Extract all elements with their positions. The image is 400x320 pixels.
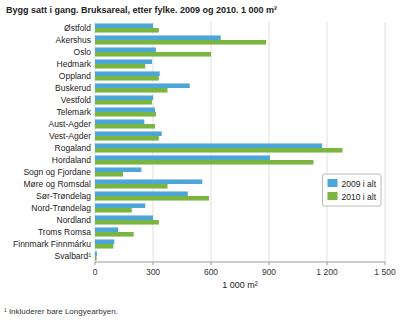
grid-line [95, 22, 96, 262]
bar [95, 136, 159, 141]
x-axis: 0 300 600 900 1 200 1 500 [93, 262, 396, 277]
category-label: Vestfold [61, 95, 92, 105]
bar [95, 124, 155, 129]
category-label: Vest-Agder [49, 131, 91, 141]
bar [95, 107, 155, 112]
category-label: Buskerud [55, 83, 91, 93]
category-label: Nordland [57, 215, 92, 225]
bar [95, 88, 168, 93]
legend-item: 2010 i alt [328, 192, 377, 202]
bar [95, 239, 114, 244]
tick-label: 300 [146, 267, 160, 277]
bar [95, 131, 162, 136]
legend-box [323, 174, 382, 206]
legend-swatch [328, 192, 338, 200]
bar [95, 251, 97, 256]
category-label: Finnmark Finnmárku [13, 239, 91, 249]
bar [95, 167, 141, 172]
title: Bygg satt i gang. Bruksareal, etter fylk… [6, 5, 277, 15]
bar [95, 232, 134, 237]
grid [95, 22, 385, 262]
legend-label: 2009 i alt [342, 179, 377, 189]
bar [95, 40, 266, 45]
grid-line [327, 22, 328, 262]
bar [95, 64, 145, 69]
bar [95, 76, 159, 81]
bar [95, 203, 145, 208]
bar [95, 184, 168, 189]
category-label: Østfold [64, 23, 91, 33]
legend: 2009 i alt 2010 i alt [328, 179, 377, 202]
bar [95, 100, 152, 105]
category-label: Troms Romsa [38, 227, 91, 237]
category-label: Oslo [74, 47, 92, 57]
footnote: ¹ Inkluderer bare Longyearbyen. [4, 307, 118, 316]
bar [95, 160, 313, 165]
axis-line [95, 262, 385, 263]
bar [95, 47, 156, 52]
bar [95, 191, 188, 196]
grid-line [211, 22, 212, 262]
bar [95, 95, 153, 100]
bar [95, 28, 159, 33]
tick-label: 600 [204, 267, 218, 277]
tick-label: 900 [262, 267, 276, 277]
tick-label: 1 500 [374, 267, 396, 277]
bar [95, 59, 152, 64]
y-axis: Østfold Akershus Oslo Hedmark Oppland Buskeru… [13, 23, 92, 261]
grid-line [269, 22, 270, 262]
bar [95, 208, 132, 213]
grid-line [153, 22, 154, 262]
category-label: Rogaland [55, 143, 92, 153]
tick-label: 0 [93, 267, 98, 277]
bar [95, 52, 211, 57]
category-label: Hedmark [57, 59, 92, 69]
tick-label: 1 200 [316, 267, 338, 277]
category-label: Nord-Trøndelag [31, 203, 91, 213]
legend-swatch [328, 179, 338, 187]
bar [95, 35, 221, 40]
category-label: Akershus [56, 35, 91, 45]
category-label: Aust-Agder [48, 119, 91, 129]
bar [95, 179, 202, 184]
bar [95, 143, 322, 148]
category-label: Telemark [57, 107, 92, 117]
bar [95, 148, 342, 153]
bar [95, 196, 209, 201]
bar [95, 112, 156, 117]
grid-line [385, 22, 386, 262]
bar [95, 227, 118, 232]
category-label: Møre og Romsdal [23, 179, 91, 189]
x-axis-label: 1 000 m² [222, 280, 258, 290]
category-label: Sogn og Fjordane [23, 167, 91, 177]
bar [95, 256, 97, 261]
category-label: Sør-Trøndelag [36, 191, 91, 201]
legend-item: 2009 i alt [328, 179, 377, 189]
bar [95, 244, 113, 249]
bar [95, 71, 160, 76]
bar [95, 155, 270, 160]
bar [95, 119, 144, 124]
category-label: Hordaland [52, 155, 91, 165]
bar [95, 220, 159, 225]
bar [95, 23, 153, 28]
category-label: Svalbard¹ [55, 251, 92, 261]
bars [95, 23, 342, 260]
legend-label: 2010 i alt [342, 192, 377, 202]
bar [95, 172, 123, 177]
bar [95, 83, 190, 88]
category-label: Oppland [59, 71, 91, 81]
chart: Bygg satt i gang. Bruksareal, etter fylk… [0, 0, 400, 320]
bar [95, 215, 153, 220]
